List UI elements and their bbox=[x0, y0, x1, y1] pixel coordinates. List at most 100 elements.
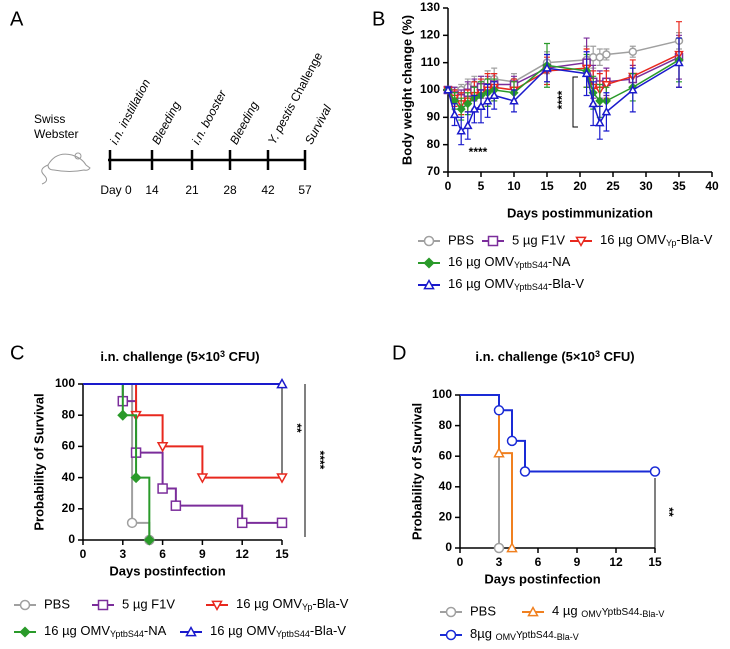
strain-label: Webster bbox=[34, 127, 78, 141]
x-axis-label: Days postinfection bbox=[109, 563, 225, 578]
legend-label: PBS bbox=[44, 596, 70, 611]
x-axis-label: Days postinfection bbox=[484, 571, 600, 586]
timeline-event: i.n. booster bbox=[189, 87, 230, 147]
survival-step bbox=[83, 383, 138, 416]
data-point bbox=[602, 50, 611, 59]
legend-label-part: YptbS44 bbox=[276, 629, 310, 639]
x-tick-label: 35 bbox=[672, 179, 686, 193]
data-point bbox=[601, 106, 612, 116]
timeline-event-part: Bleeding bbox=[227, 99, 261, 147]
y-tick-label: 60 bbox=[439, 448, 453, 462]
data-point bbox=[463, 99, 473, 109]
y-axis-label: Probability of Survival bbox=[409, 403, 424, 540]
annotation: **** bbox=[313, 451, 327, 470]
timeline-day: 21 bbox=[185, 183, 199, 197]
censor-mark bbox=[157, 483, 168, 494]
mouse-ear bbox=[74, 152, 82, 160]
timeline-event-part: Y. pestis bbox=[265, 101, 298, 147]
x-tick-label: 15 bbox=[540, 179, 554, 193]
x-tick-label: 9 bbox=[574, 555, 581, 569]
annotation: ** bbox=[662, 507, 676, 517]
x-tick-label: 3 bbox=[496, 555, 503, 569]
chart-title: i.n. challenge (5×103 CFU) bbox=[100, 349, 259, 365]
censor-mark bbox=[506, 435, 518, 447]
legend-marker bbox=[487, 235, 499, 247]
censor-mark bbox=[519, 466, 531, 477]
mouse-icon bbox=[41, 152, 91, 185]
legend-label-part: OMV bbox=[496, 632, 517, 642]
x-tick-label: 40 bbox=[705, 179, 719, 193]
legend-label: 5 µg F1V bbox=[122, 596, 175, 611]
x-tick-label: 10 bbox=[507, 179, 521, 193]
data-point bbox=[469, 104, 480, 113]
y-tick-label: 120 bbox=[420, 28, 440, 42]
legend-label-part: 4 µg bbox=[552, 603, 581, 618]
legend-label: 16 µg OMVYptbS44-Bla-V bbox=[448, 276, 584, 291]
y-tick-label: 80 bbox=[439, 418, 453, 432]
y-tick-label: 80 bbox=[427, 137, 441, 151]
legend-label-part: YptbS44 bbox=[514, 282, 548, 292]
legend-label: 16 µg OMVYp-Bla-V bbox=[236, 596, 349, 611]
chart-title-part: i.n. challenge (5×10 bbox=[100, 349, 220, 364]
data-point bbox=[581, 68, 592, 78]
x-tick-label: 0 bbox=[445, 179, 452, 193]
legend-label-part: -Bla-V bbox=[548, 276, 584, 291]
y-tick-label: 100 bbox=[432, 387, 452, 401]
survival-step bbox=[175, 504, 244, 523]
legend-label-part: Yp bbox=[302, 602, 312, 612]
censor-mark bbox=[649, 466, 661, 477]
y-tick-label: 40 bbox=[62, 470, 76, 484]
legend-label: PBS bbox=[448, 232, 474, 247]
legend-marker bbox=[185, 625, 197, 637]
censor-mark bbox=[276, 377, 288, 389]
x-tick-label: 5 bbox=[478, 179, 485, 193]
timeline-event: Bleeding bbox=[149, 99, 183, 147]
y-tick-label: 100 bbox=[55, 376, 75, 390]
legend-label-part: 16 µg OMV bbox=[448, 254, 514, 269]
x-tick-label: 15 bbox=[275, 547, 289, 561]
legend-marker bbox=[527, 605, 539, 617]
survival-step bbox=[460, 394, 500, 548]
x-tick-label: 0 bbox=[80, 547, 87, 561]
legend-label-part: -Bla-V bbox=[310, 623, 346, 638]
legend-label: 8µg OMVYptbS44-Bla-V bbox=[470, 626, 579, 641]
legend-label-part: -Bla-V bbox=[639, 609, 664, 619]
survival-step bbox=[460, 394, 500, 411]
legend-label-part: OMV bbox=[581, 609, 602, 619]
legend-marker bbox=[97, 599, 109, 611]
legend-label-part: 16 µg OMV bbox=[448, 276, 514, 291]
chart-title-part: 3 bbox=[220, 349, 225, 359]
significance-bracket bbox=[572, 76, 578, 128]
legend-marker bbox=[445, 629, 457, 641]
x-tick-label: 12 bbox=[609, 555, 623, 569]
x-tick-label: 6 bbox=[535, 555, 542, 569]
timeline-day: 14 bbox=[145, 183, 159, 197]
censor-mark bbox=[493, 542, 505, 554]
legend-label-part: Yp bbox=[666, 238, 676, 248]
survival-step bbox=[83, 383, 124, 402]
annotation: ** bbox=[290, 423, 304, 433]
panel-label: A bbox=[10, 8, 24, 30]
censor-mark bbox=[506, 541, 518, 553]
legend-label: 4 µg OMVYptbS44-Bla-V bbox=[552, 603, 664, 618]
legend-marker bbox=[211, 600, 223, 612]
y-tick-label: 60 bbox=[62, 439, 76, 453]
legend-label: 16 µg OMVYptbS44-Bla-V bbox=[210, 623, 346, 638]
panel-label: D bbox=[392, 342, 406, 364]
survival-step bbox=[122, 414, 138, 478]
legend-label-part: -Bla-V bbox=[312, 596, 348, 611]
censor-mark bbox=[196, 473, 209, 484]
x-tick-label: 0 bbox=[457, 555, 464, 569]
legend-label-part: YptbS44 bbox=[514, 260, 548, 270]
y-tick-label: 110 bbox=[421, 55, 441, 69]
timeline-day: Day 0 bbox=[100, 183, 132, 197]
mouse-tail bbox=[41, 164, 49, 185]
chart-title-part: 3 bbox=[595, 349, 600, 359]
data-point bbox=[443, 84, 453, 94]
survival-step bbox=[136, 476, 151, 540]
survival-step bbox=[136, 451, 164, 489]
data-point bbox=[542, 63, 552, 72]
y-tick-label: 130 bbox=[420, 0, 440, 14]
censor-mark bbox=[276, 473, 288, 484]
